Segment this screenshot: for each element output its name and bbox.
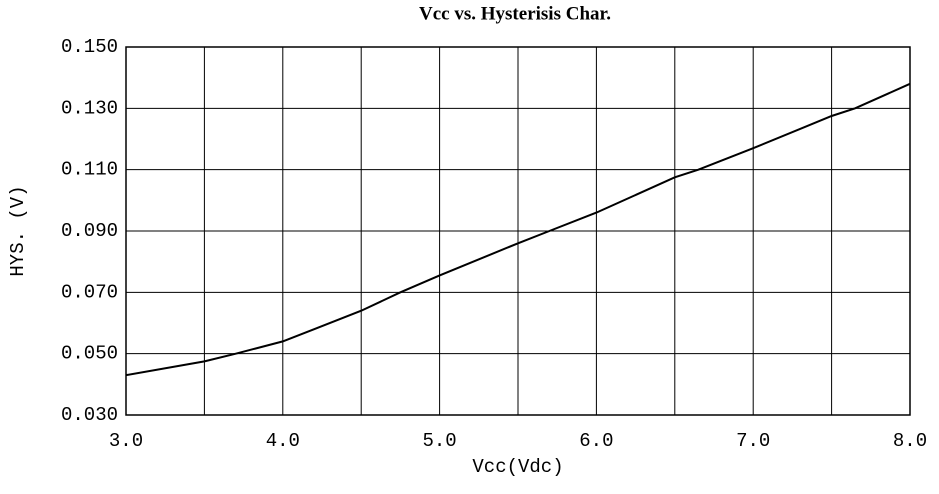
y-tick-label: 0.090 — [61, 220, 118, 242]
y-tick-label: 0.050 — [61, 343, 118, 365]
y-tick-label: 0.030 — [61, 404, 118, 426]
x-tick-label: 5.0 — [422, 430, 456, 452]
y-axis-label: HYS. (V) — [7, 185, 29, 276]
x-tick-label: 4.0 — [266, 430, 300, 452]
line — [125, 82, 911, 377]
y-tick-label: 0.070 — [61, 281, 118, 303]
y-tick-label: 0.150 — [61, 36, 118, 58]
x-tick-label: 7.0 — [736, 430, 770, 452]
x-tick-label: 6.0 — [579, 430, 613, 452]
x-tick-label: 3.0 — [109, 430, 143, 452]
chart-title: Vcc vs. Hysterisis Char. — [419, 3, 611, 24]
x-axis-label: Vcc(Vdc) — [472, 456, 563, 478]
y-tick-label: 0.130 — [61, 97, 118, 119]
y-tick-label: 0.110 — [61, 159, 118, 181]
x-tick-label: 8.0 — [893, 430, 927, 452]
plot-frame — [125, 46, 911, 416]
